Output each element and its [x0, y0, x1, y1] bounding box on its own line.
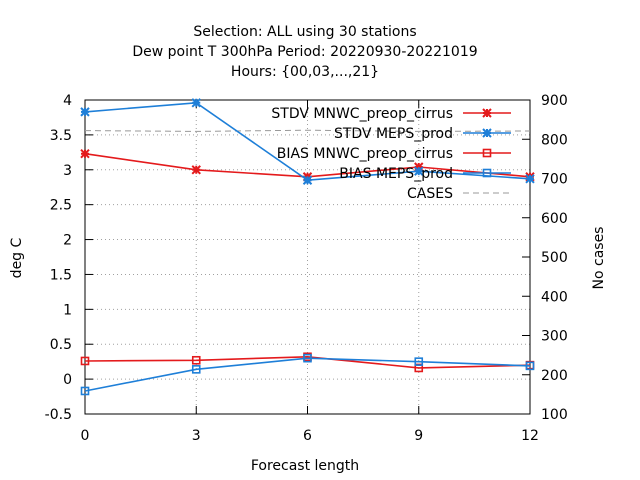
series-3-point-0 — [80, 386, 90, 396]
series-line-3 — [84, 357, 531, 392]
series-3-point-3 — [414, 357, 424, 366]
y2-tick-label-3: 400 — [541, 289, 568, 305]
series-line-2 — [84, 355, 531, 369]
x-axis-ticks: 0 3 6 9 12 — [81, 100, 539, 444]
legend-label-3: BIAS MEPS_prod — [339, 166, 453, 182]
legend-label-0: STDV MNWC_preop_cirrus — [271, 106, 453, 122]
legend-marker-1 — [482, 128, 492, 138]
y2-tick-label-1: 200 — [541, 368, 568, 384]
y2-axis-label: No cases — [591, 227, 607, 290]
y2-tick-label-5: 600 — [541, 211, 568, 227]
y-tick-label-8: 3.5 — [50, 128, 72, 144]
y-tick-label-5: 2 — [63, 233, 72, 249]
y2-tick-label-8: 900 — [541, 93, 568, 109]
title-line-1: Selection: ALL using 30 stations — [193, 24, 416, 40]
series-2-point-1 — [191, 355, 201, 365]
series-0-point-3 — [414, 162, 424, 172]
y2-tick-label-6: 700 — [541, 172, 568, 188]
x-tick-label-1: 3 — [192, 428, 201, 444]
legend-marker-3 — [482, 168, 492, 178]
y-tick-label-4: 1.5 — [50, 267, 72, 283]
x-tick-label-4: 12 — [521, 428, 539, 444]
legend-label-1: STDV MEPS_prod — [334, 126, 453, 142]
legend-marker-0 — [482, 108, 492, 118]
series-1-point-3 — [414, 166, 424, 176]
series-1-point-4 — [525, 174, 535, 184]
series-2-point-0 — [80, 356, 90, 366]
series-line-4 — [84, 129, 531, 132]
series-3-point-2 — [303, 353, 312, 363]
y2-axis-ticks: 100 200 300 400 500 600 700 800 900 — [522, 93, 568, 423]
series-4 — [84, 129, 531, 132]
x-tick-label-2: 6 — [303, 428, 312, 444]
y2-tick-label-2: 300 — [541, 329, 568, 345]
legend: STDV MNWC_preop_cirrus STDV MEPS_prod BIAS… — [271, 106, 511, 202]
y2-tick-label-0: 100 — [541, 407, 568, 423]
x-tick-label-0: 0 — [81, 428, 90, 444]
legend-marker-2 — [482, 148, 492, 158]
y-tick-label-0: -0.5 — [45, 407, 72, 423]
y-tick-label-1: 0 — [63, 372, 72, 388]
series-3-point-1 — [191, 365, 201, 374]
chart-title: Selection: ALL using 30 stations Dew poin… — [132, 24, 477, 80]
series-3-point-4 — [525, 361, 535, 371]
y-axis-ticks: -0.5 0 0.5 1 1.5 2 2.5 3 3.5 4 — [45, 93, 93, 423]
legend-label-4: CASES — [407, 186, 453, 202]
legend-label-2: BIAS MNWC_preop_cirrus — [277, 146, 453, 162]
series-layer — [80, 98, 535, 396]
title-line-2: Dew point T 300hPa Period: 20220930-2022… — [132, 44, 477, 60]
series-1-point-1 — [191, 98, 201, 108]
y-tick-label-7: 3 — [63, 163, 72, 179]
y-axis-label: deg C — [9, 237, 25, 278]
y-tick-label-3: 1 — [63, 302, 72, 318]
series-1-point-0 — [80, 107, 90, 117]
y2-tick-label-4: 500 — [541, 250, 568, 266]
series-0-point-0 — [80, 149, 90, 159]
series-3 — [80, 353, 535, 396]
grid — [85, 100, 530, 414]
y-tick-label-2: 0.5 — [50, 337, 72, 353]
y-tick-label-6: 2.5 — [50, 198, 72, 214]
title-line-3: Hours: {00,03,...,21} — [231, 64, 379, 80]
y2-tick-label-7: 800 — [541, 132, 568, 148]
series-0-point-1 — [191, 165, 201, 175]
x-axis-label: Forecast length — [251, 458, 359, 474]
series-1-point-2 — [302, 175, 313, 185]
y-tick-label-9: 4 — [63, 93, 72, 109]
series-1 — [80, 98, 535, 185]
x-tick-label-3: 9 — [414, 428, 423, 444]
